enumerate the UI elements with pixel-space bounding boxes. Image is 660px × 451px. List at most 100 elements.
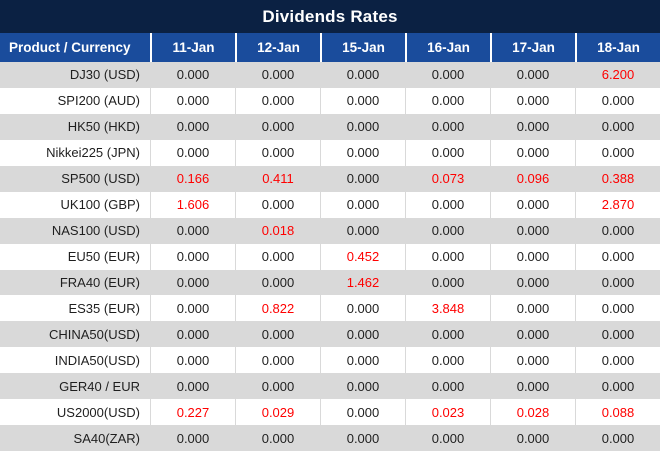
- value-cell: 0.000: [150, 269, 235, 296]
- product-cell: FRA40 (EUR): [59, 274, 140, 290]
- table-row: GER40 / EUR 0.000 0.000 0.000 0.000 0.000 0.00…: [0, 373, 660, 400]
- value-cell: 0.000: [405, 191, 490, 218]
- value-cell: 0.000: [575, 139, 660, 166]
- value-cell: 0.000: [490, 347, 575, 374]
- value-cell: 0.000: [320, 113, 405, 140]
- value-cell: 0.000: [490, 191, 575, 218]
- value-cell: 0.000: [405, 217, 490, 244]
- value-cell: 0.000: [320, 139, 405, 166]
- value-cell: 0.000: [235, 347, 320, 374]
- value-cell: 0.000: [320, 62, 405, 88]
- table-body: DJ30 (USD) 0.000 0.000 0.000 0.000 0.000 6.200…: [0, 62, 660, 451]
- table-row: SPI200 (AUD) 0.000 0.000 0.000 0.000 0.000 0.0…: [0, 87, 660, 114]
- column-header-date: 16-Jan: [405, 33, 490, 62]
- product-cell: SA40(ZAR): [73, 430, 140, 446]
- value-cell: 0.000: [490, 373, 575, 400]
- value-cell: 0.000: [320, 399, 405, 426]
- value-cell: 0.000: [490, 139, 575, 166]
- value-cell: 0.452: [320, 243, 405, 270]
- product-cell: DJ30 (USD): [69, 67, 140, 83]
- table-row: NAS100 (USD) 0.000 0.018 0.000 0.000 0.000 0.0…: [0, 217, 660, 244]
- value-cell: 0.388: [575, 165, 660, 192]
- table-row: CHINA50(USD) 0.000 0.000 0.000 0.000 0.000 0.0…: [0, 321, 660, 348]
- value-cell: 0.000: [490, 217, 575, 244]
- value-cell: 1.462: [320, 269, 405, 296]
- table-row: DJ30 (USD) 0.000 0.000 0.000 0.000 0.000 6.200: [0, 62, 660, 88]
- column-header-date: 18-Jan: [575, 33, 660, 62]
- value-cell: 0.000: [235, 269, 320, 296]
- value-cell: 0.000: [490, 62, 575, 88]
- value-cell: 0.000: [235, 191, 320, 218]
- value-cell: 0.000: [405, 347, 490, 374]
- table-row: US2000(USD) 0.227 0.029 0.000 0.023 0.028 0.08…: [0, 399, 660, 426]
- value-cell: 0.018: [235, 217, 320, 244]
- value-cell: 0.000: [490, 321, 575, 348]
- value-cell: 0.000: [150, 113, 235, 140]
- value-cell: 0.000: [150, 295, 235, 322]
- value-cell: 0.000: [320, 165, 405, 192]
- value-cell: 0.000: [150, 243, 235, 270]
- table-row: ES35 (EUR) 0.000 0.822 0.000 3.848 0.000 0.000: [0, 295, 660, 322]
- value-cell: 0.000: [150, 217, 235, 244]
- table-row: FRA40 (EUR) 0.000 0.000 1.462 0.000 0.000 0.00…: [0, 269, 660, 296]
- product-cell: SP500 (USD): [61, 171, 140, 187]
- value-cell: 0.000: [490, 425, 575, 451]
- value-cell: 0.000: [320, 217, 405, 244]
- product-cell: US2000(USD): [56, 404, 140, 420]
- value-cell: 0.000: [320, 373, 405, 400]
- value-cell: 0.000: [405, 373, 490, 400]
- column-header-date: 17-Jan: [490, 33, 575, 62]
- value-cell: 0.000: [235, 139, 320, 166]
- column-header-date: 15-Jan: [320, 33, 405, 62]
- value-cell: 0.073: [405, 165, 490, 192]
- value-cell: 0.000: [575, 269, 660, 296]
- value-cell: 0.000: [150, 62, 235, 88]
- product-cell: INDIA50(USD): [54, 352, 140, 368]
- value-cell: 0.000: [235, 62, 320, 88]
- value-cell: 6.200: [575, 62, 660, 88]
- value-cell: 0.000: [235, 425, 320, 451]
- value-cell: 0.000: [150, 139, 235, 166]
- value-cell: 1.606: [150, 191, 235, 218]
- value-cell: 0.000: [150, 87, 235, 114]
- value-cell: 0.000: [150, 347, 235, 374]
- product-cell: HK50 (HKD): [67, 119, 140, 135]
- value-cell: 0.000: [575, 347, 660, 374]
- table-title: Dividends Rates: [0, 0, 660, 33]
- product-cell: SPI200 (AUD): [57, 93, 140, 109]
- value-cell: 0.000: [575, 113, 660, 140]
- product-cell: NAS100 (USD): [51, 223, 140, 239]
- value-cell: 0.000: [575, 373, 660, 400]
- product-cell: ES35 (EUR): [68, 300, 140, 316]
- value-cell: 0.166: [150, 165, 235, 192]
- product-cell: CHINA50(USD): [48, 326, 140, 342]
- value-cell: 0.000: [575, 87, 660, 114]
- value-cell: 0.028: [490, 399, 575, 426]
- value-cell: 0.000: [320, 321, 405, 348]
- column-header-date: 11-Jan: [150, 33, 235, 62]
- table-header-row: Product / Currency 11-Jan 12-Jan 15-Jan 16-J…: [0, 33, 660, 62]
- table-row: SP500 (USD) 0.166 0.411 0.000 0.073 0.096 0.38…: [0, 165, 660, 192]
- table-row: Nikkei225 (JPN) 0.000 0.000 0.000 0.000 0.000…: [0, 139, 660, 166]
- product-cell: Nikkei225 (JPN): [46, 145, 140, 161]
- value-cell: 0.000: [490, 243, 575, 270]
- value-cell: 0.000: [150, 321, 235, 348]
- value-cell: 0.000: [235, 373, 320, 400]
- column-header-product: Product / Currency: [9, 40, 131, 55]
- table-row: INDIA50(USD) 0.000 0.000 0.000 0.000 0.000 0.0…: [0, 347, 660, 374]
- value-cell: 0.000: [405, 87, 490, 114]
- value-cell: 0.000: [150, 425, 235, 451]
- table-row: EU50 (EUR) 0.000 0.000 0.452 0.000 0.000 0.000: [0, 243, 660, 270]
- value-cell: 3.848: [405, 295, 490, 322]
- table-row: UK100 (GBP) 1.606 0.000 0.000 0.000 0.000 2.87…: [0, 191, 660, 218]
- value-cell: 0.000: [405, 243, 490, 270]
- value-cell: 0.000: [320, 295, 405, 322]
- value-cell: 0.000: [150, 373, 235, 400]
- value-cell: 0.227: [150, 399, 235, 426]
- product-cell: UK100 (GBP): [60, 197, 140, 213]
- value-cell: 2.870: [575, 191, 660, 218]
- value-cell: 0.000: [320, 191, 405, 218]
- value-cell: 0.000: [575, 425, 660, 451]
- value-cell: 0.000: [405, 113, 490, 140]
